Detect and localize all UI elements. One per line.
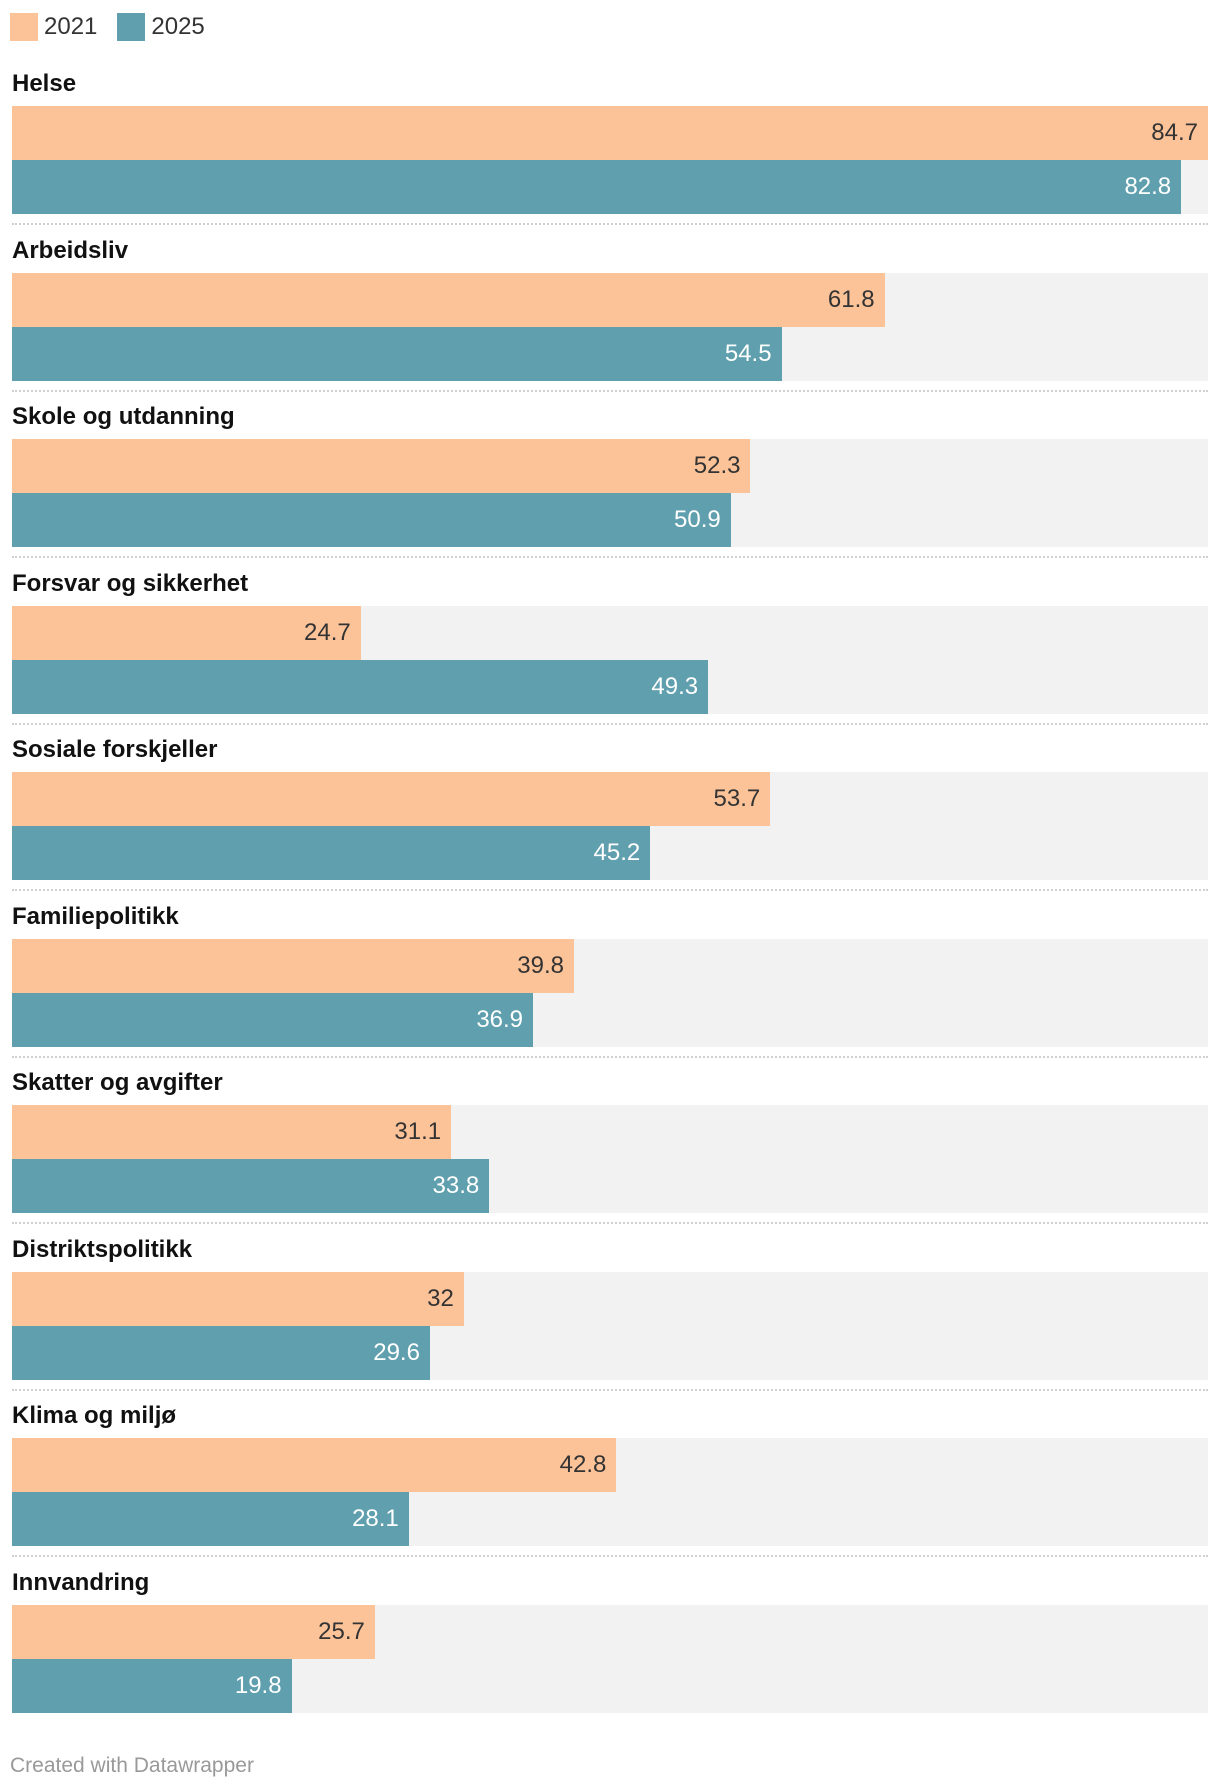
value-label-innvandring-2021: 25.7 bbox=[318, 1617, 365, 1645]
legend-swatch-2021 bbox=[10, 13, 38, 41]
category-label-sosiale-forskjeller: Sosiale forskjeller bbox=[12, 736, 218, 763]
value-label-familiepolitikk-2021: 39.8 bbox=[517, 951, 564, 979]
value-label-klima-og-milj-2021: 42.8 bbox=[559, 1451, 607, 1478]
category-label-familiepolitikk: Familiepolitikk bbox=[12, 902, 179, 930]
category-label-forsvar-og-sikkerhet: Forsvar og sikkerhet bbox=[12, 569, 249, 597]
bar-helse-2025 bbox=[12, 160, 1182, 214]
value-label-forsvar-og-sikkerhet-2025: 49.3 bbox=[651, 672, 699, 700]
bar-helse-2021 bbox=[12, 106, 1208, 160]
bar-klima-og-milj-2021 bbox=[12, 1438, 617, 1492]
value-label-arbeidsliv-2025: 54.5 bbox=[724, 339, 772, 367]
category-label-innvandring: Innvandring bbox=[12, 1568, 150, 1596]
group-separator bbox=[12, 389, 1208, 392]
bar-familiepolitikk-2025 bbox=[12, 992, 534, 1047]
value-label-innvandring-2025: 19.8 bbox=[234, 1671, 282, 1699]
legend-label-2025: 2025 bbox=[151, 13, 205, 40]
category-label-skatter-og-avgifter: Skatter og avgifter bbox=[12, 1069, 223, 1096]
value-label-distriktspolitikk-2025: 29.6 bbox=[373, 1338, 420, 1366]
value-label-distriktspolitikk-2021: 32 bbox=[427, 1284, 454, 1312]
bar-skole-og-utdanning-2025 bbox=[12, 493, 731, 547]
category-label-arbeidsliv: Arbeidsliv bbox=[12, 236, 129, 264]
category-label-skole-og-utdanning: Skole og utdanning bbox=[12, 403, 235, 430]
bar-distriktspolitikk-2025 bbox=[12, 1325, 430, 1380]
bar-arbeidsliv-2025 bbox=[12, 326, 782, 381]
category-label-distriktspolitikk: Distriktspolitikk bbox=[12, 1235, 193, 1263]
bar-sosiale-forskjeller-2021 bbox=[12, 772, 771, 826]
group-separator bbox=[12, 1388, 1208, 1391]
value-label-skatter-og-avgifter-2021: 31.1 bbox=[394, 1118, 442, 1145]
legend-swatch-2025 bbox=[117, 13, 146, 41]
value-label-skatter-og-avgifter-2025: 33.8 bbox=[432, 1172, 480, 1199]
value-label-familiepolitikk-2025: 36.9 bbox=[476, 1005, 524, 1033]
bar-skatter-og-avgifter-2025 bbox=[12, 1159, 490, 1213]
bar-forsvar-og-sikkerhet-2021 bbox=[12, 605, 361, 660]
bar-innvandring-2025 bbox=[12, 1658, 292, 1713]
category-label-helse: Helse bbox=[12, 70, 77, 97]
value-label-arbeidsliv-2021: 61.8 bbox=[827, 285, 875, 313]
bar-familiepolitikk-2021 bbox=[12, 938, 574, 993]
bar-distriktspolitikk-2021 bbox=[12, 1271, 464, 1326]
bar-forsvar-og-sikkerhet-2025 bbox=[12, 659, 709, 714]
legend-label-2021: 2021 bbox=[44, 13, 98, 40]
value-label-skole-og-utdanning-2025: 50.9 bbox=[674, 506, 721, 533]
group-separator bbox=[12, 1222, 1208, 1224]
bar-innvandring-2021 bbox=[12, 1604, 375, 1659]
bar-skole-og-utdanning-2021 bbox=[12, 439, 751, 493]
value-label-forsvar-og-sikkerhet-2021: 24.7 bbox=[304, 618, 351, 646]
bar-sosiale-forskjeller-2025 bbox=[12, 826, 651, 880]
group-separator bbox=[12, 722, 1208, 725]
legend-item-2025: 2025 bbox=[117, 13, 205, 41]
value-label-skole-og-utdanning-2021: 52.3 bbox=[693, 452, 741, 479]
legend: 2021 2025 bbox=[10, 12, 225, 42]
group-separator bbox=[12, 223, 1208, 225]
value-label-sosiale-forskjeller-2025: 45.2 bbox=[593, 839, 641, 866]
legend-item-2021: 2021 bbox=[10, 13, 97, 41]
value-label-klima-og-milj-2025: 28.1 bbox=[352, 1505, 399, 1532]
group-separator bbox=[12, 1055, 1208, 1058]
footer-credit: Created with Datawrapper bbox=[10, 1754, 254, 1777]
group-separator bbox=[12, 556, 1208, 558]
category-label-klima-og-milj: Klima og miljø bbox=[12, 1402, 177, 1429]
value-label-sosiale-forskjeller-2021: 53.7 bbox=[713, 785, 761, 812]
bar-klima-og-milj-2025 bbox=[12, 1492, 409, 1546]
bar-skatter-og-avgifter-2021 bbox=[12, 1105, 452, 1159]
group-separator bbox=[12, 889, 1208, 891]
group-separator bbox=[12, 1555, 1208, 1557]
value-label-helse-2021: 84.7 bbox=[1151, 119, 1198, 146]
value-label-helse-2025: 82.8 bbox=[1124, 173, 1172, 200]
bar-arbeidsliv-2021 bbox=[12, 272, 885, 327]
